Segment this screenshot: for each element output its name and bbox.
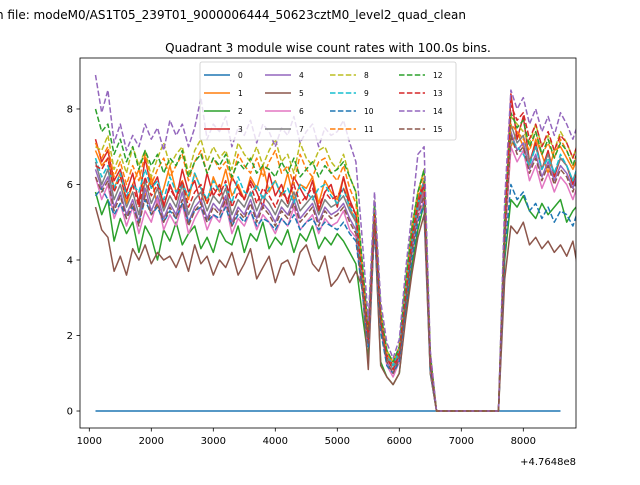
y-tick-label: 2 [67,331,73,342]
series-line-15 [94,134,576,412]
legend-label-1: 1 [238,89,243,98]
legend-label-9: 9 [364,89,369,98]
series-line-13 [95,104,576,412]
y-tick-label: 4 [67,255,73,266]
x-axis: 1000 2000 3000 4000 5000 6000 7000 8000 [77,428,536,447]
legend-label-12: 12 [433,71,443,80]
x-tick-label: 8000 [511,436,536,447]
legend-label-13: 13 [433,89,443,98]
legend-label-6: 6 [299,107,304,116]
figure-suptitle: n file: modeM0/AS1T05_239T01_9000006444_… [0,8,466,22]
x-tick-label: 2000 [139,436,164,447]
y-axis: 0 2 4 6 8 [67,104,80,418]
legend-label-11: 11 [364,125,374,134]
legend-label-10: 10 [364,107,374,116]
x-tick-label: 6000 [387,436,412,447]
legend-label-7: 7 [299,125,304,134]
chart-title: Quadrant 3 module wise count rates with … [165,41,491,55]
axes-frame [79,57,577,429]
x-tick-label: 7000 [449,436,474,447]
x-tick-label: 3000 [201,436,226,447]
y-tick-label: 0 [67,407,73,418]
y-tick-label: 8 [67,104,73,115]
legend-label-2: 2 [238,107,243,116]
legend-label-8: 8 [364,71,369,80]
x-tick-label: 4000 [263,436,288,447]
series-line-9 [94,138,576,412]
series-layer [94,74,576,412]
legend-box [199,61,457,141]
legend-label-15: 15 [433,125,443,134]
legend-label-0: 0 [238,71,243,80]
series-line-5 [94,206,576,412]
y-tick-label: 6 [67,180,73,191]
x-axis-offset-label: +4.7648e8 [520,457,576,468]
legend-label-14: 14 [433,107,443,116]
legend-label-4: 4 [299,71,304,80]
x-tick-label: 5000 [325,436,350,447]
legend-label-5: 5 [299,89,304,98]
series-line-14 [94,74,576,412]
series-line-12 [94,108,576,412]
x-tick-label: 1000 [77,436,102,447]
legend-label-3: 3 [238,125,243,134]
